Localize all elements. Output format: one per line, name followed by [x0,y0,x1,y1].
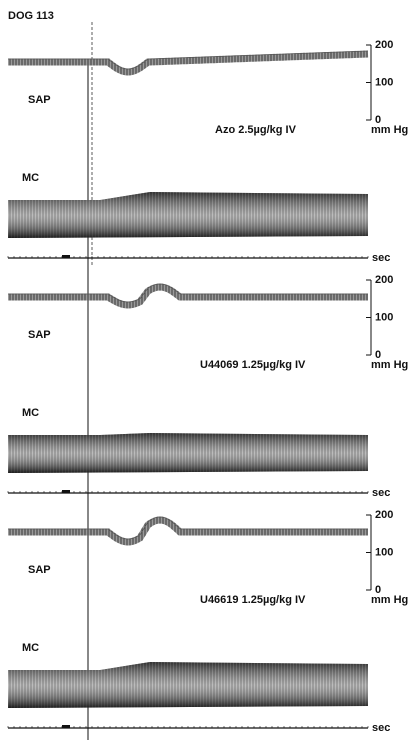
time-label: sec [372,487,390,499]
sap-trace [8,516,368,546]
drug-label: U44069 1.25µg/kg IV [200,359,306,371]
unit-label: mm Hg [371,124,408,136]
mc-shade [8,433,368,473]
scale-label: 0 [375,584,381,596]
sap-trace [8,283,368,309]
time-label: sec [372,722,390,734]
unit-label: mm Hg [371,594,408,606]
scale-label: 200 [375,39,393,51]
sap-trace-edge [8,283,368,303]
scale-label: 0 [375,114,381,126]
time-mark [62,255,70,258]
scale-label: 100 [375,546,393,558]
mc-shade [8,192,368,238]
time-mark [62,725,70,728]
mc-label: MC [22,642,39,654]
scale-label: 200 [375,509,393,521]
sap-trace-edge [8,50,369,70]
mc-label: MC [22,407,39,419]
scale-label: 100 [375,76,393,88]
time-label: sec [372,252,390,264]
mc-shade [8,662,368,708]
sap-label: SAP [28,94,51,106]
figure-title: DOG 113 [8,10,54,22]
sap-trace-edge [8,516,368,540]
scale-label: 100 [375,311,393,323]
scale-label: 0 [375,349,381,361]
sap-label: SAP [28,329,51,341]
sap-label: SAP [28,564,51,576]
unit-label: mm Hg [371,359,408,371]
drug-label: Azo 2.5µg/kg IV [215,124,297,136]
sap-trace [8,50,369,76]
time-mark [62,490,70,493]
scale-label: 200 [375,274,393,286]
mc-label: MC [22,172,39,184]
drug-label: U46619 1.25µg/kg IV [200,594,306,606]
